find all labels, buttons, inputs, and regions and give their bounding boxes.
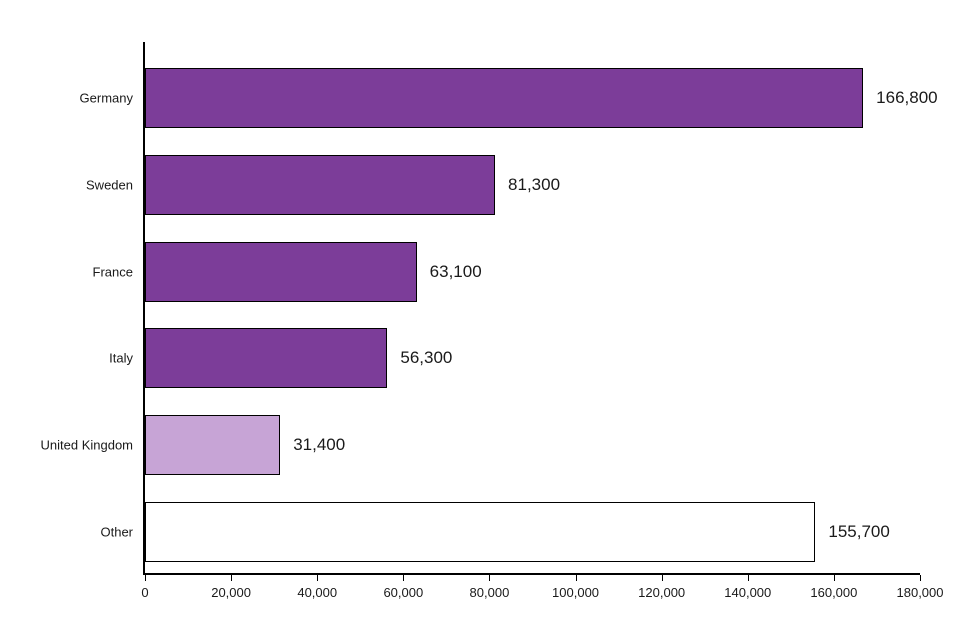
bar-italy (145, 328, 388, 389)
category-label-italy: Italy (109, 350, 133, 366)
x-axis-tick-label: 100,000 (552, 585, 600, 600)
value-label-sweden: 81,300 (508, 175, 561, 194)
bar-germany (145, 68, 864, 129)
value-label-united-kingdom: 31,400 (293, 435, 346, 454)
category-label-germany: Germany (79, 90, 133, 106)
x-axis-tick-label: 120,000 (638, 585, 686, 600)
category-label-france: France (92, 264, 133, 280)
x-axis-tick (489, 575, 491, 581)
bar-france (145, 241, 417, 302)
x-axis-tick-label: 80,000 (469, 585, 510, 600)
bar-united-kingdom (145, 415, 281, 475)
x-axis-tick (317, 575, 319, 581)
category-label-other: Other (100, 524, 133, 540)
x-axis-tick (145, 575, 146, 581)
bar-other (145, 501, 816, 562)
value-label-germany: 166,800 (876, 88, 938, 108)
category-label-sweden: Sweden (86, 177, 133, 193)
x-axis-tick-label: 0 (141, 585, 149, 600)
x-axis-tick-label: 140,000 (724, 585, 772, 600)
value-label-italy: 56,300 (400, 348, 453, 368)
x-axis-tick-label: 60,000 (383, 585, 424, 600)
x-axis-tick (231, 575, 233, 581)
x-axis-tick-label: 40,000 (297, 585, 338, 600)
x-axis-tick (575, 575, 577, 581)
x-axis-tick-label: 20,000 (211, 585, 251, 600)
value-label-other: 155,700 (828, 521, 890, 541)
x-axis-tick-label: 160,000 (810, 585, 858, 600)
x-axis-tick (833, 575, 835, 581)
plot-area (143, 42, 920, 575)
x-axis-tick-label: 180,000 (896, 585, 944, 600)
category-label-united-kingdom: United Kingdom (40, 437, 134, 453)
x-axis-tick (920, 575, 921, 581)
value-label-france: 63,100 (429, 261, 482, 281)
x-axis-tick (661, 575, 663, 581)
bar-sweden (145, 155, 496, 215)
x-axis-tick (747, 575, 749, 581)
x-axis-tick (403, 575, 405, 581)
